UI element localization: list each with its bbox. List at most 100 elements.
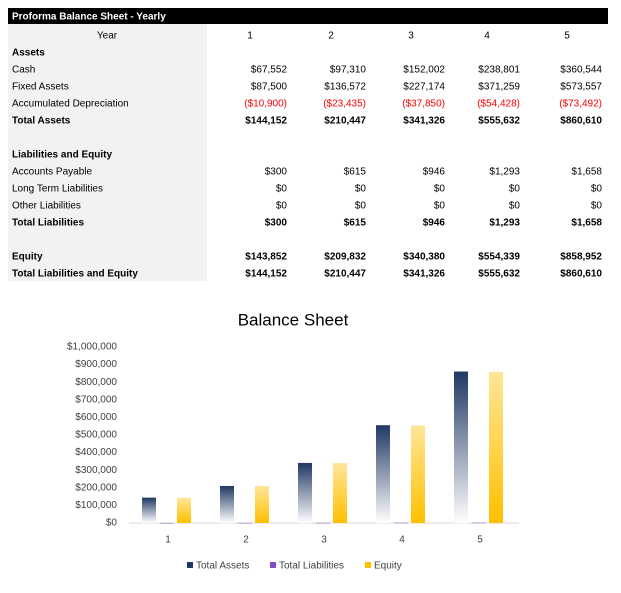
y-tick-label: $300,000 (75, 465, 117, 476)
cell-value: $340,380 (403, 252, 445, 263)
cell-value: $946 (423, 218, 446, 229)
bar (298, 462, 312, 523)
cell-value: $1,293 (489, 218, 520, 229)
bar (411, 425, 425, 523)
row-label: Long Term Liabilities (12, 184, 103, 195)
cell-value: $209,832 (324, 252, 366, 263)
row-label: Total Liabilities and Equity (12, 269, 138, 280)
x-tick-label: 3 (321, 535, 327, 546)
row-label: Accounts Payable (12, 167, 92, 178)
bar (238, 522, 252, 524)
bar (160, 522, 174, 524)
y-tick-label: $600,000 (75, 412, 117, 423)
row-label: Total Assets (12, 116, 71, 127)
row-label: Total Liabilities (12, 218, 84, 229)
y-tick-label: $900,000 (75, 359, 117, 370)
bar (220, 485, 234, 523)
chart-area (28, 296, 536, 588)
year-label: 3 (408, 31, 414, 42)
bar (489, 371, 503, 523)
cell-value: $300 (265, 167, 288, 178)
legend-marker (365, 562, 371, 568)
title-bar (8, 8, 608, 24)
year-label: 1 (247, 31, 253, 42)
cell-value: $300 (265, 218, 288, 229)
y-tick-label: $500,000 (75, 430, 117, 441)
bar (333, 463, 347, 523)
y-tick-label: $0 (106, 518, 118, 529)
cell-value: $555,632 (478, 269, 520, 280)
cell-value: $1,293 (489, 167, 520, 178)
cell-value: $210,447 (324, 116, 366, 127)
year-label: 2 (328, 31, 334, 42)
cell-value: $946 (423, 167, 446, 178)
cell-value: $67,552 (251, 65, 288, 76)
cell-value: $0 (509, 184, 521, 195)
cell-value: $0 (434, 184, 446, 195)
y-tick-label: $100,000 (75, 500, 117, 511)
x-tick-label: 1 (165, 535, 171, 546)
cell-value: $227,174 (403, 82, 445, 93)
cell-value: $1,658 (571, 218, 602, 229)
cell-value: $144,152 (245, 269, 287, 280)
table-title: Proforma Balance Sheet - Yearly (12, 12, 166, 23)
legend-marker (270, 562, 276, 568)
legend-label: Total Liabilities (279, 561, 344, 572)
cell-value: $341,326 (403, 116, 445, 127)
bar (454, 371, 468, 523)
cell-value: $210,447 (324, 269, 366, 280)
cell-value: $615 (344, 218, 367, 229)
cell-value: $144,152 (245, 116, 287, 127)
bar (177, 497, 191, 523)
bar (376, 425, 390, 523)
y-tick-label: $200,000 (75, 482, 117, 493)
cell-value: $0 (276, 184, 288, 195)
year-header: Year (97, 31, 118, 42)
bar (142, 497, 156, 523)
cell-value: $87,500 (251, 82, 288, 93)
y-tick-label: $1,000,000 (67, 342, 117, 353)
y-tick-label: $400,000 (75, 447, 117, 458)
x-tick-label: 4 (399, 535, 405, 546)
cell-value: $0 (355, 184, 367, 195)
cell-value: $360,544 (560, 65, 602, 76)
cell-value: ($37,850) (402, 99, 445, 110)
bar (472, 522, 486, 524)
bar (394, 522, 408, 524)
legend-label: Total Assets (196, 561, 249, 572)
label-column (8, 24, 207, 281)
cell-value: $152,002 (403, 65, 445, 76)
cell-value: $858,952 (560, 252, 602, 263)
cell-value: $0 (276, 201, 288, 212)
x-tick-label: 2 (243, 535, 249, 546)
y-tick-label: $800,000 (75, 377, 117, 388)
chart-title: Balance Sheet (238, 310, 349, 329)
cell-value: ($23,435) (323, 99, 366, 110)
cell-value: $554,339 (478, 252, 520, 263)
cell-value: $341,326 (403, 269, 445, 280)
bar (255, 486, 269, 523)
cell-value: $371,259 (478, 82, 520, 93)
cell-value: $0 (355, 201, 367, 212)
cell-value: $573,557 (560, 82, 602, 93)
x-tick-label: 5 (477, 535, 483, 546)
cell-value: $136,572 (324, 82, 366, 93)
cell-value: $97,310 (330, 65, 367, 76)
legend-label: Equity (374, 561, 402, 572)
row-label: Equity (12, 252, 43, 263)
cell-value: $0 (509, 201, 521, 212)
y-tick-label: $700,000 (75, 394, 117, 405)
row-label: Other Liabilities (12, 201, 81, 212)
cell-value: $238,801 (478, 65, 520, 76)
cell-value: $860,610 (560, 116, 602, 127)
cell-value: $0 (434, 201, 446, 212)
cell-value: ($54,428) (477, 99, 520, 110)
cell-value: $860,610 (560, 269, 602, 280)
bar (316, 522, 330, 524)
legend-marker (187, 562, 193, 568)
cell-value: ($73,492) (559, 99, 602, 110)
cell-value: $0 (591, 201, 603, 212)
cell-value: $555,632 (478, 116, 520, 127)
section-heading: Liabilities and Equity (12, 150, 112, 161)
